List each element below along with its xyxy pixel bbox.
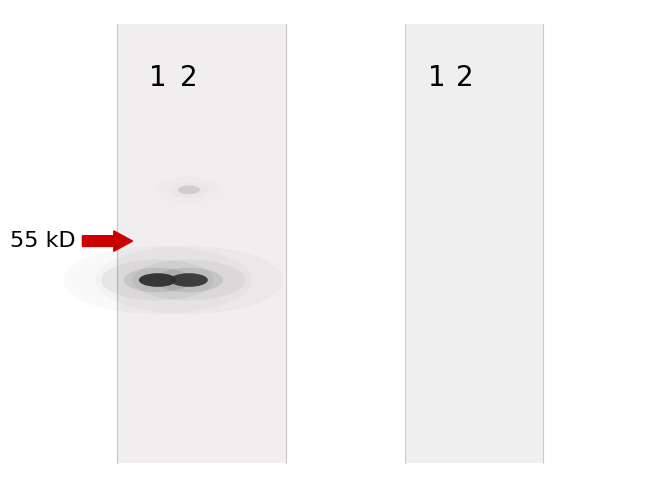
Ellipse shape xyxy=(155,268,223,292)
Ellipse shape xyxy=(170,273,208,287)
Text: 2: 2 xyxy=(456,64,474,92)
Ellipse shape xyxy=(133,260,246,300)
Text: 1: 1 xyxy=(428,64,445,92)
Text: 55 kD: 55 kD xyxy=(10,231,76,251)
Text: 2: 2 xyxy=(180,64,198,92)
Bar xyxy=(117,24,286,463)
Ellipse shape xyxy=(139,273,176,287)
Ellipse shape xyxy=(101,260,214,300)
Text: 1: 1 xyxy=(149,64,166,92)
Ellipse shape xyxy=(178,186,200,194)
FancyArrow shape xyxy=(83,231,133,251)
Bar xyxy=(406,24,543,463)
Ellipse shape xyxy=(124,268,192,292)
Ellipse shape xyxy=(169,182,209,198)
